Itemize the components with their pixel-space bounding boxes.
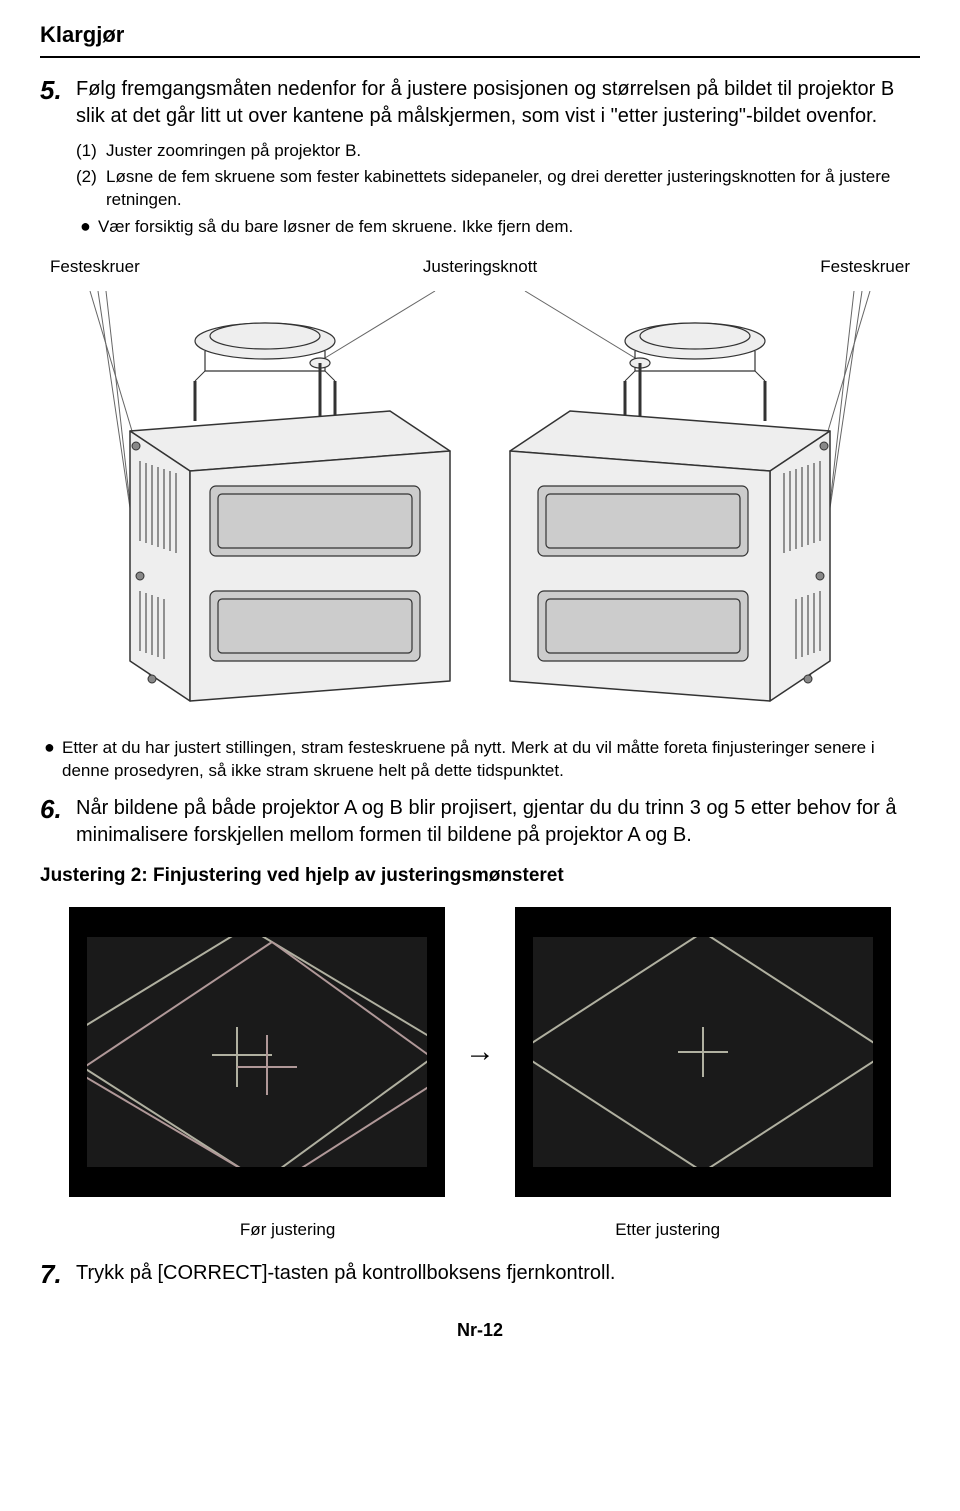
- substep-1-text: Juster zoomringen på projektor B.: [106, 140, 920, 163]
- caution-bullet: ● Vær forsiktig så du bare løsner de fem…: [80, 216, 920, 239]
- pattern-captions: Før justering Etter justering: [40, 1219, 920, 1242]
- step-5-number: 5.: [40, 76, 76, 130]
- step-5-substeps: (1) Juster zoomringen på projektor B. (2…: [76, 140, 920, 239]
- step-5: 5. Følg fremgangsmåten nedenfor for å ju…: [40, 76, 920, 130]
- caption-after: Etter justering: [615, 1219, 720, 1242]
- substep-2: (2) Løsne de fem skruene som fester kabi…: [76, 166, 920, 212]
- pattern-after: [515, 907, 891, 1197]
- label-center: Justeringsknott: [423, 256, 537, 279]
- projector-diagram-right: [490, 291, 920, 721]
- substep-1-number: (1): [76, 140, 106, 163]
- pattern-before: [69, 907, 445, 1197]
- caution-text: Vær forsiktig så du bare løsner de fem s…: [98, 216, 920, 239]
- pattern-row: →: [40, 907, 920, 1197]
- step-6: 6. Når bildene på både projektor A og B …: [40, 795, 920, 849]
- projector-diagram-left: [40, 291, 470, 721]
- step-6-body: Når bildene på både projektor A og B bli…: [76, 795, 920, 849]
- diagram-labels: Festeskruer Justeringsknott Festeskruer: [40, 256, 920, 279]
- page-footer: Nr-12: [40, 1318, 920, 1342]
- step-7-body: Trykk på [CORRECT]-tasten på kontrollbok…: [76, 1260, 920, 1289]
- arrow-icon: →: [465, 1032, 495, 1073]
- caption-before: Før justering: [240, 1219, 335, 1242]
- projector-diagram-row: [40, 291, 920, 721]
- after-diagram-text: Etter at du har justert stillingen, stra…: [62, 737, 920, 783]
- step-7: 7. Trykk på [CORRECT]-tasten på kontroll…: [40, 1260, 920, 1289]
- step-5-body: Følg fremgangsmåten nedenfor for å juste…: [76, 76, 920, 130]
- step-7-number: 7.: [40, 1260, 76, 1289]
- after-diagram-bullet: ● Etter at du har justert stillingen, st…: [44, 737, 920, 783]
- bullet-dot: ●: [80, 216, 98, 239]
- adjustment-2-title: Justering 2: Finjustering ved hjelp av j…: [40, 863, 920, 889]
- label-left: Festeskruer: [50, 256, 140, 279]
- label-right: Festeskruer: [820, 256, 910, 279]
- page-heading: Klargjør: [40, 20, 920, 58]
- substep-2-number: (2): [76, 166, 106, 212]
- bullet-dot-2: ●: [44, 737, 62, 783]
- substep-1: (1) Juster zoomringen på projektor B.: [76, 140, 920, 163]
- step-6-number: 6.: [40, 795, 76, 849]
- substep-2-text: Løsne de fem skruene som fester kabinett…: [106, 166, 920, 212]
